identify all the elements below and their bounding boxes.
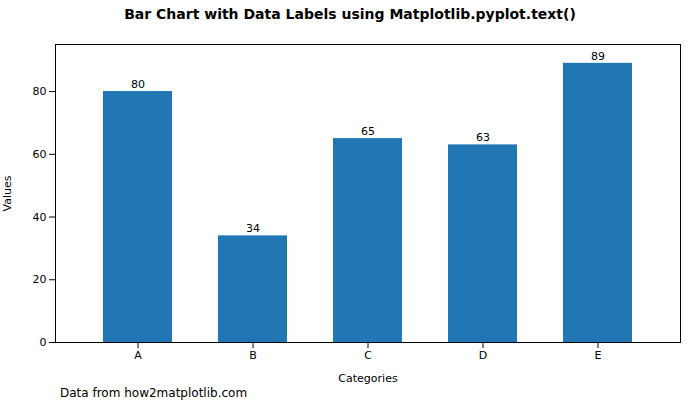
svg-text:Values: Values: [1, 175, 14, 211]
svg-text:63: 63: [476, 131, 490, 144]
svg-text:D: D: [479, 349, 487, 362]
svg-text:0: 0: [40, 336, 47, 349]
svg-text:40: 40: [33, 211, 47, 224]
svg-text:Categories: Categories: [338, 372, 398, 385]
svg-text:E: E: [595, 349, 602, 362]
svg-text:80: 80: [131, 78, 145, 91]
svg-text:20: 20: [33, 273, 47, 286]
svg-text:60: 60: [33, 148, 47, 161]
svg-text:89: 89: [591, 50, 605, 63]
svg-text:65: 65: [361, 125, 375, 138]
svg-text:80: 80: [33, 85, 47, 98]
html-text:Bar Chart with Data Labels usi: Bar Chart with Data Labels using Matplot…: [124, 6, 576, 22]
svg-text:C: C: [364, 349, 372, 362]
svg-text:34: 34: [246, 222, 260, 235]
svg-text:A: A: [134, 349, 142, 362]
html-text:Data from how2matplotlib.com: Data from how2matplotlib.com: [60, 386, 248, 400]
svg-text:B: B: [249, 349, 257, 362]
